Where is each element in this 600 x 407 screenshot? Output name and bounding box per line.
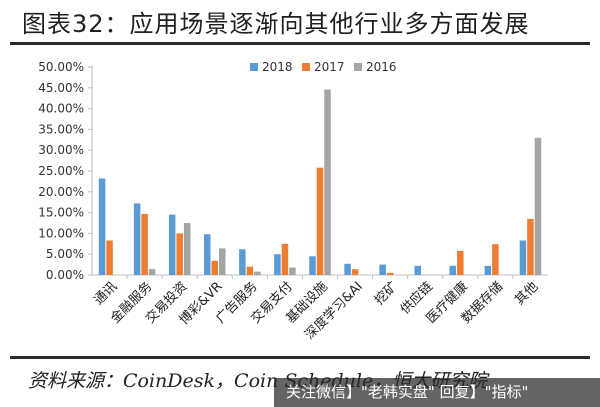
y-tick-label: 15.00% (38, 206, 84, 220)
bar-2018 (239, 249, 246, 275)
bar-2018 (344, 263, 351, 275)
y-tick-label: 20.00% (38, 185, 84, 199)
bar-2018 (484, 265, 492, 275)
y-tick-label: 30.00% (38, 143, 84, 157)
bar-2017 (386, 272, 394, 275)
bar-2017 (316, 167, 324, 275)
bar-2018 (204, 234, 211, 275)
y-tick-label: 10.00% (38, 226, 84, 240)
bar-2016 (183, 223, 191, 275)
y-tick-label: 50.00% (38, 60, 84, 74)
bar-2017 (351, 269, 359, 275)
bar-2018 (449, 265, 457, 275)
y-tick-label: 45.00% (38, 81, 84, 95)
x-category-label: 通讯 (91, 279, 120, 308)
bar-2016 (534, 137, 542, 275)
bar-2018 (519, 240, 527, 275)
bar-2016 (324, 89, 331, 276)
legend-label: 2017 (314, 60, 345, 74)
chart-legend: 2018 2017 2016 (250, 60, 397, 74)
legend-swatch (354, 63, 362, 71)
chart-bars (98, 89, 542, 276)
bar-2018 (309, 256, 316, 275)
bar-2017 (492, 244, 499, 275)
bar-2017 (281, 243, 289, 275)
bar-2016 (289, 267, 296, 275)
bar-2017 (527, 218, 534, 275)
bottom-divider (10, 356, 590, 359)
bar-2017 (211, 260, 219, 275)
y-tick-label: 25.00% (38, 164, 84, 178)
bar-2017 (176, 233, 183, 275)
bar-2017 (457, 250, 464, 275)
legend-swatch (250, 63, 258, 71)
x-category-label: 挖矿 (372, 279, 401, 308)
x-category-label: 其他 (512, 279, 541, 308)
legend-label: 2018 (262, 60, 293, 74)
chart-axes: 0.00% 5.00% 10.00% 15.00% 20.00% 25.00% 30.00%… (38, 60, 548, 343)
bar-2018 (133, 203, 141, 275)
bar-2018 (274, 254, 281, 275)
bar-2017 (246, 266, 254, 275)
bar-2018 (414, 265, 421, 275)
bar-chart: 0.00% 5.00% 10.00% 15.00% 20.00% 25.00% 30.00%… (38, 60, 548, 343)
legend-swatch (302, 63, 310, 71)
bar-2017 (106, 240, 113, 275)
chart-title: 图表32：应用场景逐渐向其他行业多方面发展 (22, 10, 530, 38)
wechat-watermark-banner: 关注微信】"老韩实盘" 回复】"指标" (274, 378, 600, 407)
bar-2017 (141, 213, 148, 275)
bar-2016 (254, 271, 261, 275)
y-tick-label: 35.00% (38, 122, 84, 136)
top-divider (10, 42, 590, 45)
bar-2018 (379, 264, 386, 275)
y-tick-label: 0.00% (46, 268, 84, 282)
bar-2016 (148, 269, 156, 275)
bar-2018 (168, 214, 176, 275)
bar-2016 (219, 248, 226, 275)
y-tick-label: 40.00% (38, 102, 84, 116)
y-tick-label: 5.00% (46, 247, 84, 261)
bar-2018 (98, 178, 106, 275)
legend-label: 2016 (366, 60, 397, 74)
